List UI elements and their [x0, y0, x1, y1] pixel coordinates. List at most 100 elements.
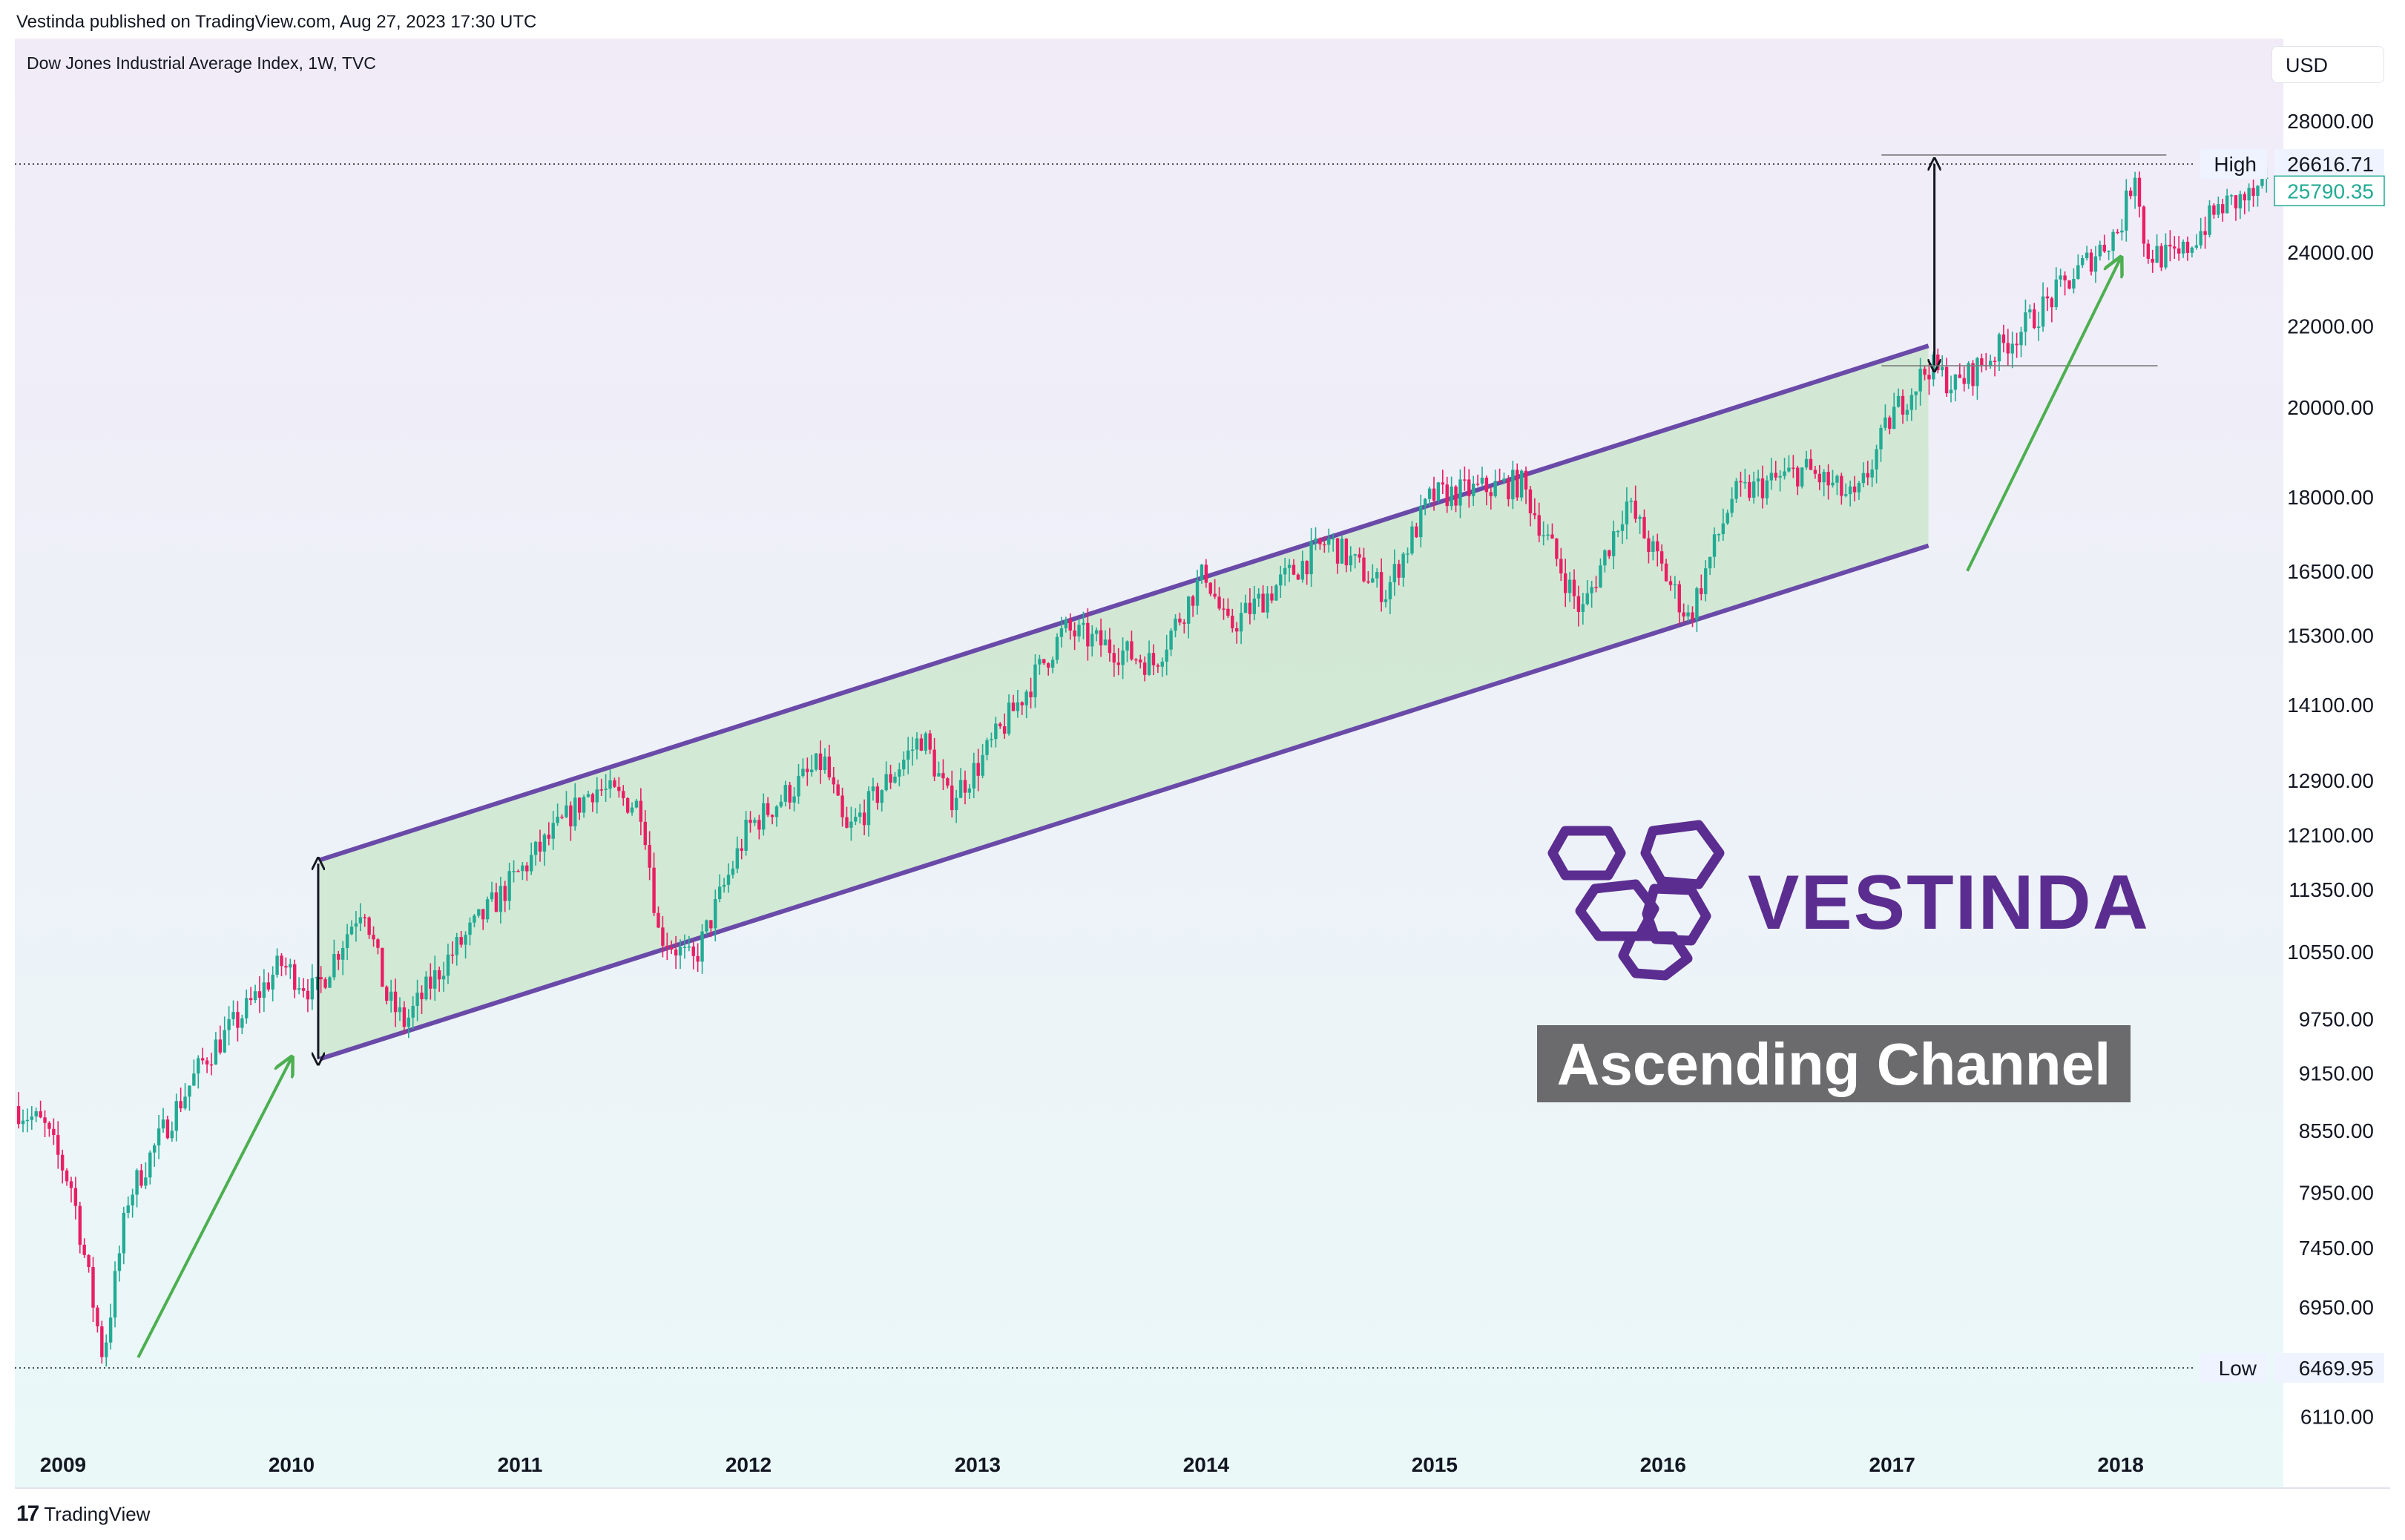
candle: [1475, 474, 1480, 487]
candle: [1362, 547, 1366, 583]
candle: [65, 1168, 69, 1186]
candle: [1493, 470, 1497, 498]
candle: [1323, 536, 1326, 553]
candle: [1708, 556, 1712, 576]
candle: [740, 838, 743, 860]
candle: [1787, 455, 1791, 473]
candle: [1804, 450, 1809, 470]
candle: [1817, 464, 1822, 490]
candle: [161, 1108, 165, 1133]
candle: [2098, 240, 2102, 261]
candle: [209, 1053, 214, 1076]
candle: [770, 814, 774, 825]
candle: [1011, 694, 1016, 711]
channel-lower-line[interactable]: [319, 543, 1929, 1062]
year-tick-label: 2014: [1183, 1453, 1230, 1476]
candle: [1664, 559, 1668, 582]
price-tick-label: 9150.00: [2299, 1062, 2374, 1085]
currency-selector[interactable]: USD: [2271, 46, 2384, 83]
candle: [1279, 565, 1283, 598]
candle: [1765, 476, 1769, 505]
candle: [464, 931, 467, 959]
candle: [871, 777, 875, 801]
trend-arrow-right[interactable]: [1966, 259, 2120, 572]
candle: [446, 944, 450, 984]
trend-arrow-left[interactable]: [136, 1059, 291, 1358]
candle: [477, 909, 481, 918]
candle: [117, 1246, 122, 1282]
candle: [25, 1108, 30, 1133]
candle: [2116, 228, 2119, 234]
candle: [1980, 353, 1984, 373]
candle: [1160, 657, 1164, 677]
candle: [1944, 358, 1949, 397]
candle: [2190, 246, 2194, 257]
candle: [512, 860, 516, 883]
candle: [2089, 249, 2093, 276]
candle: [192, 1059, 196, 1086]
candle: [797, 763, 800, 804]
candle: [1248, 588, 1252, 625]
candle: [1226, 598, 1230, 619]
price-tick-label: 18000.00: [2287, 486, 2374, 509]
candle: [696, 943, 700, 973]
candle: [2041, 282, 2045, 332]
low-value: 6469.95: [2299, 1357, 2374, 1380]
candle: [529, 842, 533, 875]
candle: [1603, 549, 1607, 573]
candle: [2203, 216, 2207, 249]
candle: [197, 1055, 200, 1089]
candle: [1415, 522, 1418, 539]
candle: [2251, 180, 2255, 207]
candle: [214, 1032, 218, 1065]
candle: [16, 1092, 21, 1129]
candle: [1550, 523, 1554, 539]
candle: [1397, 559, 1401, 586]
candle: [1608, 549, 1611, 559]
channel-upper-line[interactable]: [319, 343, 1929, 863]
candle: [1318, 537, 1322, 550]
price-axis[interactable]: 28000.00 24000.00 22000.00 20000.00 18000.00…: [2287, 110, 2374, 1429]
candle: [889, 764, 892, 789]
candle: [1090, 625, 1094, 657]
candle: [1896, 388, 1901, 408]
candle: [1204, 559, 1208, 588]
candle: [1988, 355, 1993, 369]
candle: [328, 975, 332, 988]
candle: [827, 744, 832, 780]
candle: [332, 939, 336, 981]
candle: [753, 817, 757, 826]
candle: [494, 883, 499, 912]
price-tick-label: 16500.00: [2287, 560, 2374, 583]
candle: [1559, 547, 1563, 582]
candle: [1467, 469, 1471, 508]
candle: [1187, 596, 1191, 639]
candle: [625, 797, 630, 815]
candle: [599, 778, 603, 796]
price-tick-label: 7450.00: [2299, 1237, 2374, 1260]
candle: [1778, 470, 1782, 492]
candle: [407, 1009, 410, 1039]
candle: [1305, 560, 1309, 585]
candle: [1314, 527, 1317, 550]
candle: [1103, 630, 1108, 646]
candle: [323, 977, 327, 990]
candle: [1331, 533, 1335, 552]
candle: [1852, 476, 1857, 501]
candle: [2006, 329, 2010, 366]
candle: [2146, 239, 2151, 264]
candle: [2133, 171, 2137, 209]
candle: [1392, 549, 1397, 596]
candle: [245, 989, 249, 1024]
candle: [705, 919, 708, 935]
candle: [709, 919, 713, 938]
candle: [1042, 659, 1046, 665]
candle: [1147, 640, 1151, 676]
candle: [1752, 471, 1756, 504]
candle: [1888, 415, 1892, 435]
candle: [293, 959, 297, 998]
candle: [2234, 194, 2238, 221]
time-axis[interactable]: 2009 2010 2011 2012 2013 2014 2015 2016 2017 2018: [40, 1453, 2144, 1476]
candle: [1576, 585, 1581, 627]
candle: [1923, 366, 1927, 381]
